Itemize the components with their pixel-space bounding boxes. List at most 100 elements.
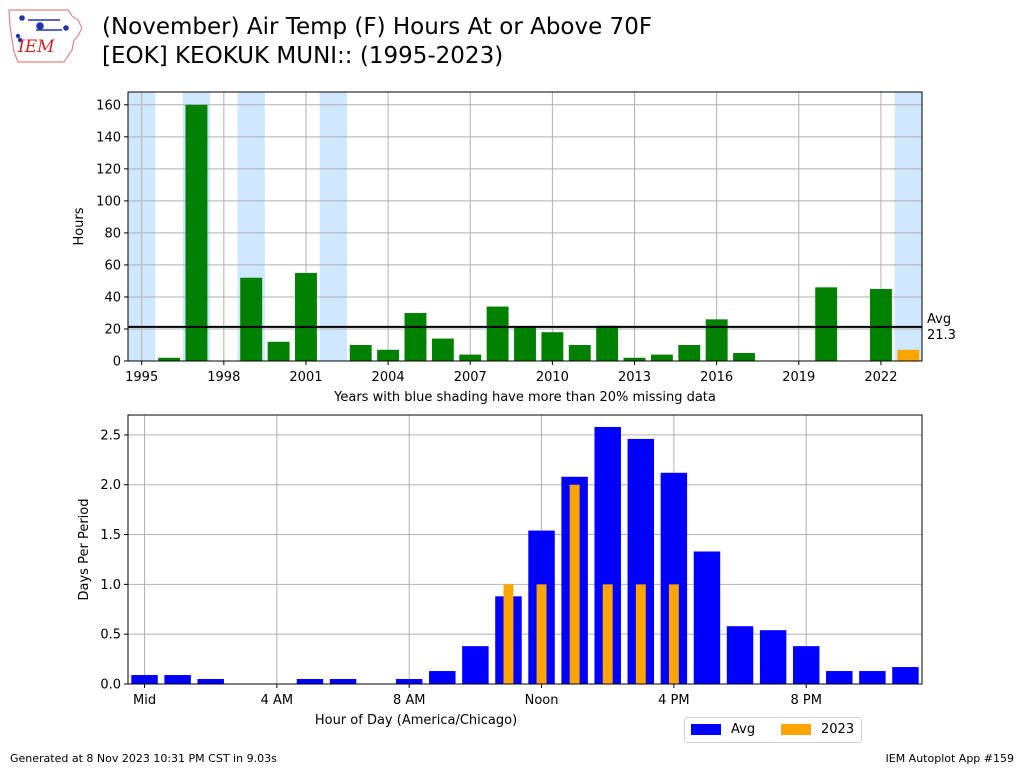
chart-title-line2: [EOK] KEOKUK MUNI:: (1995-2023)	[102, 43, 504, 69]
avg-bar	[131, 675, 158, 684]
year-bar	[349, 344, 372, 361]
year-bar	[678, 344, 701, 361]
year-bar	[431, 338, 454, 361]
missing-data-shade	[894, 92, 922, 361]
x-tick-label: Mid	[133, 693, 156, 708]
x-tick-label: 2013	[618, 370, 651, 385]
bottom-y-axis-label: Days Per Period	[77, 499, 92, 601]
top-x-axis-label: Years with blue shading have more than 2…	[333, 390, 716, 405]
x-tick-label: 2022	[864, 370, 897, 385]
avg-bar	[164, 675, 191, 684]
avg-bar	[429, 671, 456, 684]
year-bar	[185, 104, 208, 362]
bottom-plot-frame	[127, 414, 923, 685]
x-tick-label: 1995	[125, 370, 158, 385]
y-tick-label: 160	[96, 98, 121, 113]
avg-bar	[462, 646, 489, 684]
year-bar	[733, 352, 755, 361]
x-tick-label: 8 AM	[393, 693, 426, 708]
year-bar	[404, 312, 427, 361]
missing-data-shade	[319, 92, 348, 361]
y-tick-label: 40	[104, 290, 121, 305]
x-tick-label: 2010	[536, 370, 569, 385]
year-bar	[240, 277, 263, 361]
average-value-label: 21.3	[927, 328, 956, 343]
year-bar	[541, 332, 564, 361]
avg-bar	[792, 646, 820, 684]
year-bar	[377, 349, 400, 361]
year-bar	[623, 357, 646, 361]
top-plot-frame	[127, 91, 923, 362]
year-bar	[568, 344, 591, 361]
year-bar	[596, 325, 619, 361]
avg-bar	[296, 679, 324, 684]
avg-bar	[759, 630, 787, 684]
x-tick-label: 2001	[289, 370, 322, 385]
y-tick-label: 140	[96, 130, 121, 145]
legend-swatch-avg	[691, 724, 721, 735]
iem-logo: IEM	[8, 9, 83, 63]
year-bar	[267, 341, 290, 361]
average-label: Avg	[927, 312, 951, 327]
avg-bar	[892, 667, 919, 684]
avg-bar	[395, 679, 423, 684]
y-tick-label: 120	[96, 162, 121, 177]
iowa-outline-shape	[8, 9, 83, 63]
weather-symbols-icon	[15, 15, 69, 43]
hourly-days-chart: 0.0 0.5 1.0 1.5 2.0 2.5 Mid 4 AM 8 AM Noon 4 PM 8 P…	[77, 414, 923, 728]
y-tick-label: 0.0	[100, 678, 121, 693]
y-tick-label: 20	[104, 322, 121, 337]
x-tick-label: Noon	[525, 693, 559, 708]
y-tick-label: 100	[96, 194, 121, 209]
y-tick-label: 0	[113, 355, 121, 370]
avg-bar	[826, 671, 853, 684]
chart-legend: Avg 2023	[684, 717, 862, 743]
legend-swatch-2023	[781, 724, 811, 735]
x-tick-label: 2016	[700, 370, 733, 385]
avg-bar	[726, 626, 754, 684]
top-y-axis-label: Hours	[72, 207, 87, 245]
year-2023-bar	[635, 584, 646, 684]
x-tick-label: 2007	[454, 370, 487, 385]
legend-label-avg: Avg	[731, 722, 756, 737]
avg-bar	[329, 679, 357, 684]
year-bar	[869, 288, 892, 361]
year-2023-bar	[668, 584, 679, 684]
year-2023-bar	[503, 584, 514, 684]
year-bar	[459, 354, 482, 361]
avg-bar	[693, 551, 721, 684]
footer-generated: Generated at 8 Nov 2023 10:31 PM CST in …	[10, 752, 277, 765]
x-tick-label: 2019	[782, 370, 815, 385]
y-tick-label: 2.5	[100, 428, 121, 443]
bottom-x-axis-label: Hour of Day (America/Chicago)	[315, 713, 517, 728]
year-bar	[514, 327, 536, 361]
x-tick-label: 2004	[372, 370, 405, 385]
avg-bar	[197, 679, 224, 684]
avg-bar	[859, 671, 886, 684]
y-tick-label: 1.5	[100, 528, 121, 543]
logo-text: IEM	[17, 37, 55, 57]
x-tick-label: 8 PM	[790, 693, 821, 708]
legend-label-2023: 2023	[821, 722, 855, 737]
y-tick-label: 1.0	[100, 578, 121, 593]
year-bar	[815, 287, 838, 361]
year-2023-bar	[569, 484, 580, 684]
x-tick-label: 4 AM	[261, 693, 294, 708]
year-bar	[295, 272, 317, 361]
y-tick-label: 80	[104, 226, 121, 241]
year-bar	[897, 349, 920, 361]
x-tick-label: 1998	[207, 370, 240, 385]
footer-app: IEM Autoplot App #159	[885, 752, 1015, 765]
y-tick-label: 0.5	[100, 628, 121, 643]
chart-title-line1: (November) Air Temp (F) Hours At or Abov…	[102, 14, 653, 40]
year-2023-bar	[536, 584, 547, 684]
x-tick-label: 4 PM	[658, 693, 689, 708]
year-bar	[158, 357, 181, 361]
yearly-hours-chart: 0 20 40 60 80 100 120 140 160 1995 1998 2001 2004 200…	[72, 91, 956, 405]
y-tick-label: 2.0	[100, 478, 121, 493]
year-2023-bar	[602, 584, 613, 684]
year-bar	[486, 306, 509, 361]
year-bar	[650, 354, 673, 361]
year-bar	[705, 319, 728, 361]
